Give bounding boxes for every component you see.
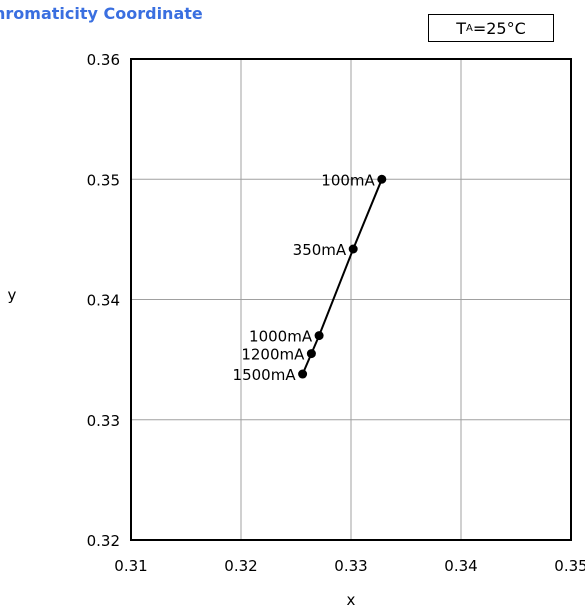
y-axis-label: y: [8, 286, 17, 304]
y-tick-label: 0.34: [87, 292, 120, 310]
data-point: [298, 370, 307, 379]
x-tick-label: 0.35: [554, 557, 585, 575]
point-label: 350mA: [293, 241, 347, 259]
grid: [131, 59, 571, 540]
point-label: 100mA: [321, 171, 375, 189]
point-label: 1500mA: [233, 366, 297, 384]
y-tick-label: 0.32: [87, 532, 120, 550]
series-line: [303, 179, 382, 374]
y-tick-label: 0.36: [87, 51, 120, 69]
point-label: 1000mA: [249, 328, 313, 346]
x-tick-label: 0.33: [334, 557, 367, 575]
data-point: [315, 331, 324, 340]
x-tick-labels: 0.31 0.32 0.33 0.34 0.35: [114, 557, 585, 575]
data-point: [307, 349, 316, 358]
y-tick-label: 0.33: [87, 412, 120, 430]
data-point: [377, 175, 386, 184]
y-tick-labels: 0.32 0.33 0.34 0.35 0.36: [87, 51, 120, 550]
data-point: [349, 244, 358, 253]
x-tick-label: 0.31: [114, 557, 147, 575]
x-tick-label: 0.32: [224, 557, 257, 575]
x-axis-label: x: [347, 591, 356, 609]
point-label: 1200mA: [241, 346, 305, 364]
y-tick-label: 0.35: [87, 171, 120, 189]
x-tick-label: 0.34: [444, 557, 477, 575]
